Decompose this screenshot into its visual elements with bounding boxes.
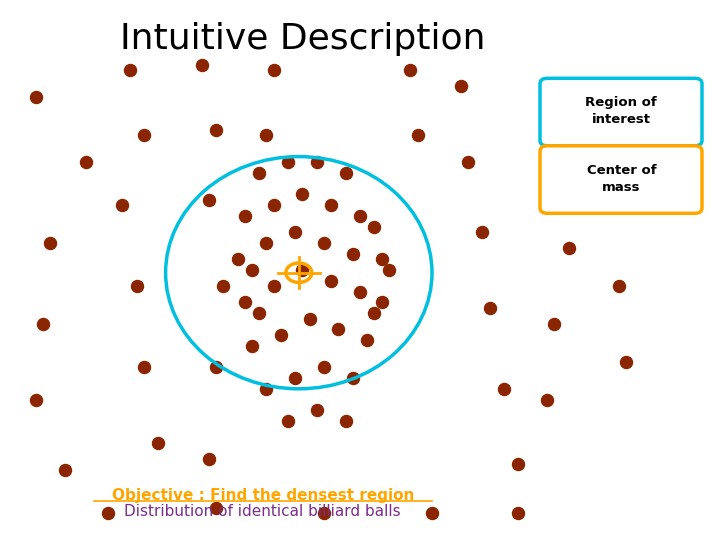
Point — [369, 309, 380, 318]
Point — [210, 125, 222, 134]
Point — [196, 60, 207, 69]
Point — [124, 66, 135, 75]
Point — [275, 330, 287, 339]
Point — [477, 228, 488, 237]
Point — [333, 325, 344, 334]
Point — [455, 82, 467, 91]
Point — [261, 239, 272, 247]
Point — [541, 395, 553, 404]
Point — [405, 66, 416, 75]
Point — [383, 266, 395, 274]
FancyBboxPatch shape — [540, 146, 702, 213]
Point — [297, 266, 308, 274]
Point — [37, 320, 49, 328]
Point — [203, 455, 215, 463]
Point — [232, 255, 243, 264]
Point — [210, 363, 222, 372]
Point — [282, 158, 294, 166]
Point — [592, 114, 603, 123]
Point — [261, 384, 272, 393]
Point — [376, 255, 387, 264]
Point — [318, 363, 330, 372]
Point — [318, 239, 330, 247]
Point — [117, 201, 128, 210]
Point — [318, 509, 330, 517]
Point — [347, 374, 359, 382]
Point — [325, 276, 337, 285]
Point — [239, 212, 251, 220]
Point — [239, 298, 251, 307]
Point — [361, 336, 373, 345]
Point — [513, 509, 524, 517]
Point — [253, 309, 265, 318]
Point — [513, 460, 524, 469]
Point — [484, 303, 495, 312]
Point — [354, 212, 366, 220]
Point — [253, 168, 265, 177]
Point — [138, 363, 150, 372]
Point — [297, 190, 308, 199]
Point — [246, 341, 258, 350]
Point — [347, 249, 359, 258]
Point — [268, 282, 279, 291]
FancyBboxPatch shape — [540, 78, 702, 146]
Point — [45, 239, 56, 247]
Point — [498, 384, 510, 393]
Text: Distribution of identical billiard balls: Distribution of identical billiard balls — [125, 504, 401, 519]
Point — [613, 282, 625, 291]
Text: Region of
interest: Region of interest — [585, 96, 657, 126]
Point — [246, 266, 258, 274]
Text: Objective : Find the densest region: Objective : Find the densest region — [112, 488, 414, 503]
Point — [289, 228, 301, 237]
Point — [549, 168, 560, 177]
Point — [541, 93, 553, 102]
Point — [304, 314, 315, 323]
Point — [311, 158, 323, 166]
Point — [340, 417, 351, 426]
Point — [30, 395, 42, 404]
Point — [138, 131, 150, 139]
Point — [606, 195, 618, 204]
Point — [268, 66, 279, 75]
Point — [289, 374, 301, 382]
Point — [376, 298, 387, 307]
Point — [311, 406, 323, 415]
Point — [462, 158, 474, 166]
Point — [325, 201, 337, 210]
Point — [621, 357, 632, 366]
Point — [102, 509, 114, 517]
Point — [261, 131, 272, 139]
Point — [563, 244, 575, 253]
Point — [412, 131, 423, 139]
Point — [340, 168, 351, 177]
Point — [59, 465, 71, 474]
Point — [369, 222, 380, 231]
Text: Center of
mass: Center of mass — [587, 164, 656, 194]
Point — [30, 93, 42, 102]
Point — [210, 503, 222, 512]
Point — [426, 509, 438, 517]
Point — [354, 287, 366, 296]
Point — [203, 195, 215, 204]
Point — [131, 282, 143, 291]
Point — [282, 417, 294, 426]
Point — [217, 282, 229, 291]
Point — [268, 201, 279, 210]
Point — [153, 438, 164, 447]
Point — [549, 320, 560, 328]
Point — [81, 158, 92, 166]
Text: Intuitive Description: Intuitive Description — [120, 22, 485, 56]
